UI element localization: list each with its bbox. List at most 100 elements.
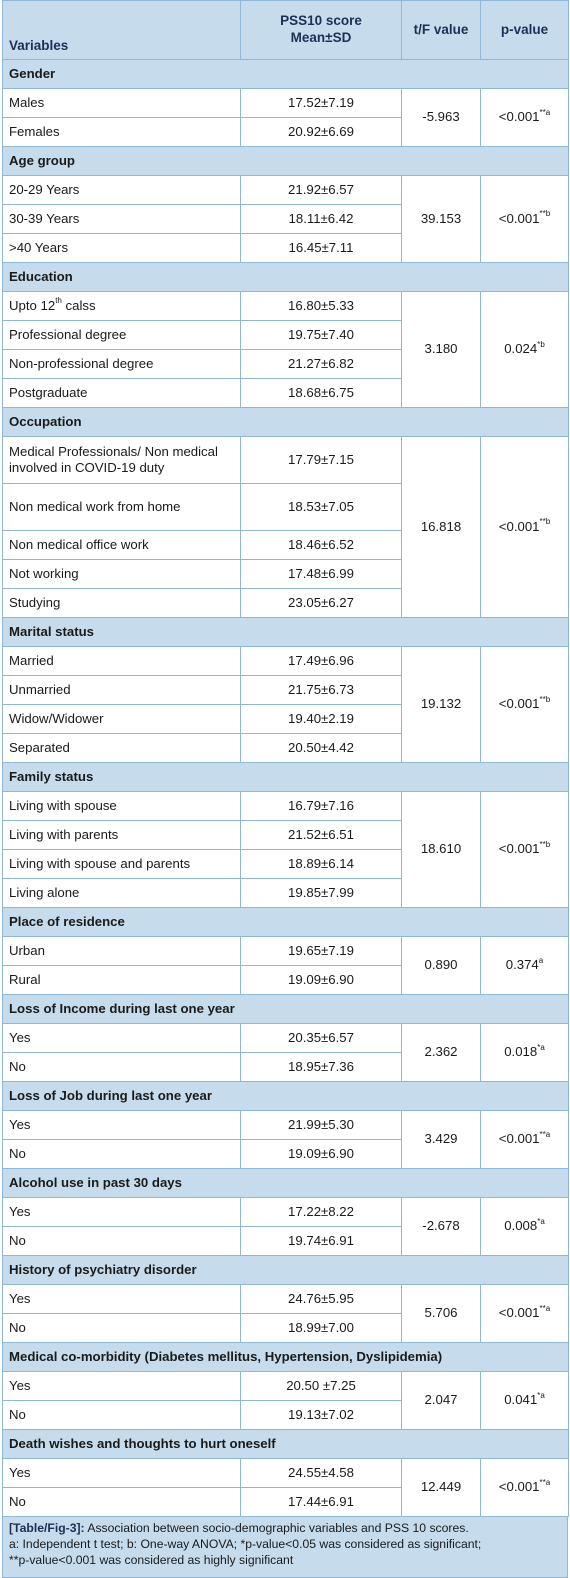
table-row: Living with spouse and parents 18.89±6.14 xyxy=(2,849,569,879)
pss10-mean-sd: 21.92±6.57 xyxy=(240,175,402,205)
pss10-mean-sd: 19.85±7.99 xyxy=(240,878,402,908)
table-row: Unmarried 21.75±6.73 xyxy=(2,675,569,705)
category-row: Loss of Income during last one year xyxy=(2,994,569,1024)
p-value-superscript: **b xyxy=(539,209,551,219)
variable-level-text: Living with parents xyxy=(9,826,119,842)
variable-level-text: Studying xyxy=(9,594,61,610)
category-row: Education xyxy=(2,262,569,292)
category-row: Place of residence xyxy=(2,907,569,937)
category-row: Loss of Job during last one year xyxy=(2,1081,569,1111)
variable-level-text: No xyxy=(9,1058,26,1074)
p-value: 0.018*a xyxy=(480,1023,569,1082)
variable-level-text: Yes xyxy=(9,1464,31,1480)
category-row: Alcohol use in past 30 days xyxy=(2,1168,569,1198)
table-row: Professional degree 19.75±7.40 xyxy=(2,320,569,350)
variable-level: Yes xyxy=(2,1110,241,1140)
table-row: Yes 20.50 ±7.25 2.047 0.041*a xyxy=(2,1371,569,1430)
table-row: >40 Years 16.45±7.11 xyxy=(2,233,569,263)
association-table: Variables PSS10 score Mean±SD t/F value … xyxy=(2,0,569,1517)
p-value-superscript: a xyxy=(538,955,544,965)
pss10-mean-sd: 17.22±8.22 xyxy=(240,1197,402,1227)
category-label: Education xyxy=(2,262,569,292)
p-value: <0.001**b xyxy=(480,175,569,263)
p-value: <0.001**a xyxy=(480,1110,569,1169)
table-row: Upto 12th calss 16.80±5.33 3.180 0.024*b xyxy=(2,291,569,408)
variable-level: Males xyxy=(2,88,241,118)
category-row: Marital status xyxy=(2,617,569,647)
tf-value: 3.429 xyxy=(401,1110,481,1169)
tf-value: 39.153 xyxy=(401,175,481,263)
category-row: Gender xyxy=(2,59,569,89)
p-value-text: 0.024 xyxy=(504,341,538,357)
tf-value: 5.706 xyxy=(401,1284,481,1343)
p-value-text: <0.001 xyxy=(498,210,540,226)
table-row: Yes 24.76±5.95 5.706 <0.001**a xyxy=(2,1284,569,1343)
p-value-superscript: **a xyxy=(539,107,551,117)
variable-level-text: No xyxy=(9,1232,26,1248)
variable-level: No xyxy=(2,1487,241,1517)
table-row: Living with spouse 16.79±7.16 18.610 <0.001… xyxy=(2,791,569,908)
variable-level: No xyxy=(2,1400,241,1430)
variable-level: Separated xyxy=(2,733,241,763)
variable-level-text: Non medical work from home xyxy=(9,498,181,514)
category-label: Loss of Income during last one year xyxy=(2,994,569,1024)
p-value-text: <0.001 xyxy=(498,696,540,712)
variable-level-text: Upto 12 xyxy=(9,297,56,313)
variable-level: Non medical work from home xyxy=(2,483,241,531)
p-value-superscript: **b xyxy=(539,517,551,527)
pss10-mean-sd: 21.75±6.73 xyxy=(240,675,402,705)
p-value-superscript: **a xyxy=(539,1129,551,1139)
table-row: Yes 24.55±4.58 12.449 <0.001**a xyxy=(2,1458,569,1517)
variable-level-text: No xyxy=(9,1145,26,1161)
header-score-line2: Mean±SD xyxy=(290,30,352,45)
pss10-mean-sd: 20.35±6.57 xyxy=(240,1023,402,1053)
p-value: <0.001**a xyxy=(480,1284,569,1343)
variable-level-text: Females xyxy=(9,123,60,139)
table-row: Widow/Widower 19.40±2.19 xyxy=(2,704,569,734)
variable-level-text: Separated xyxy=(9,739,70,755)
p-value-text: 0.008 xyxy=(504,1218,538,1234)
category-row: Death wishes and thoughts to hurt onesel… xyxy=(2,1429,569,1459)
caption-note-1: a: Independent t test; b: One-way ANOVA;… xyxy=(9,1536,482,1551)
pss10-mean-sd: 18.46±6.52 xyxy=(240,530,402,560)
variable-level: Living with spouse xyxy=(2,791,241,821)
variable-level: 30-39 Years xyxy=(2,204,241,234)
table-row: Non-professional degree 21.27±6.82 xyxy=(2,349,569,379)
category-row: Medical co-morbidity (Diabetes mellitus,… xyxy=(2,1342,569,1372)
table-row: Living with parents 21.52±6.51 xyxy=(2,820,569,850)
category-label: Medical co-morbidity (Diabetes mellitus,… xyxy=(2,1342,569,1372)
pss10-mean-sd: 16.80±5.33 xyxy=(240,291,402,321)
variable-level-text: Widow/Widower xyxy=(9,710,104,726)
pss10-mean-sd: 19.40±2.19 xyxy=(240,704,402,734)
variable-level: No xyxy=(2,1226,241,1256)
table-row: Medical Professionals/ Non medical invol… xyxy=(2,436,569,618)
p-value: <0.001**b xyxy=(480,646,569,763)
variable-level-text: No xyxy=(9,1406,26,1422)
category-label: Death wishes and thoughts to hurt onesel… xyxy=(2,1429,569,1459)
variable-level: Yes xyxy=(2,1284,241,1314)
tf-value: 16.818 xyxy=(401,436,481,618)
caption-label: [Table/Fig-3]: xyxy=(9,1521,85,1535)
variable-level-text: Married xyxy=(9,652,54,668)
p-value-superscript: *a xyxy=(537,1216,545,1226)
variable-level-text: Living with spouse and parents xyxy=(9,855,191,871)
variable-level-text: Unmarried xyxy=(9,681,71,697)
pss10-mean-sd: 18.99±7.00 xyxy=(240,1313,402,1343)
category-label: Age group xyxy=(2,146,569,176)
p-value-text: 0.041 xyxy=(504,1392,538,1408)
pss10-mean-sd: 20.50 ±7.25 xyxy=(240,1371,402,1401)
table-row: Yes 21.99±5.30 3.429 <0.001**a xyxy=(2,1110,569,1169)
pss10-mean-sd: 16.79±7.16 xyxy=(240,791,402,821)
pss10-mean-sd: 17.52±7.19 xyxy=(240,88,402,118)
table-row: 20-29 Years 21.92±6.57 39.153 <0.001**b xyxy=(2,175,569,263)
pss10-mean-sd: 18.89±6.14 xyxy=(240,849,402,879)
p-value-text: <0.001 xyxy=(498,109,540,125)
pss10-mean-sd: 19.65±7.19 xyxy=(240,936,402,966)
table-row: No 19.13±7.02 xyxy=(2,1400,569,1430)
pss10-mean-sd: 24.55±4.58 xyxy=(240,1458,402,1488)
pss10-mean-sd: 19.74±6.91 xyxy=(240,1226,402,1256)
variable-level: Living with parents xyxy=(2,820,241,850)
variable-level: Urban xyxy=(2,936,241,966)
category-row: Age group xyxy=(2,146,569,176)
p-value-text: <0.001 xyxy=(498,1305,540,1321)
